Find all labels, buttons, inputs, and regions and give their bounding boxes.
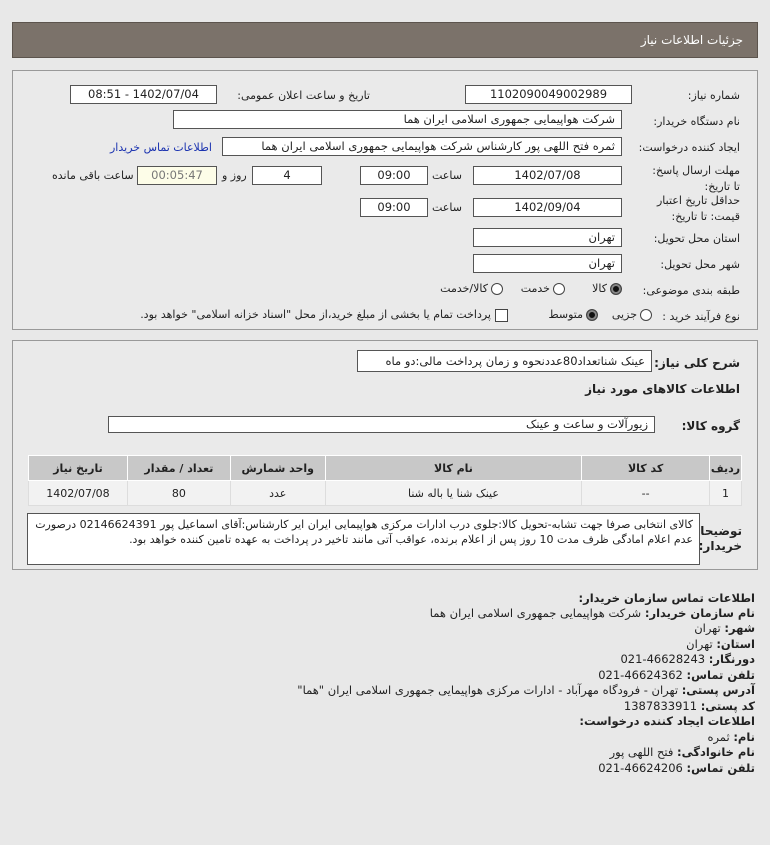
group-label: گروه کالا: — [681, 419, 740, 433]
process-radio-medium[interactable]: متوسط — [548, 308, 598, 321]
summary-field: عینک شناتعداد80عددنحوه و زمان پرداخت مال… — [357, 350, 652, 372]
creator-field: ثمره فتح اللهی پور کارشناس شرکت هواپیمای… — [222, 137, 622, 156]
col-row: ردیف — [709, 455, 742, 481]
creator-name: نام: ثمره — [707, 730, 755, 744]
radio-icon — [640, 309, 652, 321]
page-title: جزئیات اطلاعات نیاز — [640, 33, 743, 47]
col-code: کد کالا — [581, 455, 711, 481]
contact-address: آدرس پستی: تهران - فرودگاه مهرآباد - ادا… — [297, 683, 755, 697]
province-label: استان محل تحویل: — [653, 232, 740, 245]
radio-icon — [553, 283, 565, 295]
group-field: زیورآلات و ساعت و عینک — [108, 416, 655, 433]
reply-deadline-label: مهلت ارسال پاسخ: تا تاریخ: — [652, 164, 740, 193]
cell-qty: 80 — [126, 480, 231, 506]
process-radio-minor[interactable]: جزیی — [612, 308, 652, 321]
contact-org: نام سازمان خریدار: شرکت هواپیمایی جمهوری… — [429, 606, 755, 620]
table-row: 1 -- عینک شنا یا باله شنا عدد 80 1402/07… — [28, 480, 742, 506]
category-radio-both[interactable]: کالا/خدمت — [440, 282, 503, 295]
time-label-2: ساعت — [432, 201, 462, 214]
radio-icon — [491, 283, 503, 295]
contact-fax: دورنگار: 46628243-021 — [620, 652, 755, 666]
contact-heading: اطلاعات تماس سازمان خریدار: — [578, 591, 755, 605]
col-date: تاریخ نیاز — [28, 455, 128, 481]
time-label: ساعت — [432, 169, 462, 182]
desc-field: کالای انتخابی صرفا جهت تشابه-تحویل کالا:… — [27, 513, 700, 565]
col-unit: واحد شمارش — [229, 455, 326, 481]
process-label: نوع فرآیند خرید : — [662, 310, 740, 323]
remaining-label: ساعت باقی مانده — [52, 169, 134, 182]
province-field: تهران — [473, 228, 622, 247]
page-header: جزئیات اطلاعات نیاز — [12, 22, 758, 58]
summary-label: شرح کلی نیاز: — [654, 356, 740, 370]
creator-heading: اطلاعات ایجاد کننده درخواست: — [579, 714, 755, 728]
need-number-field: 1102090049002989 — [465, 85, 632, 104]
buyer-contact-link[interactable]: اطلاعات تماس خریدار — [110, 141, 212, 154]
contact-province: استان: تهران — [686, 637, 755, 651]
desc-label: توضیحات خریدار: — [688, 524, 742, 553]
price-date-field: 1402/09/04 — [473, 198, 622, 217]
radio-icon — [586, 309, 598, 321]
cell-code: -- — [581, 480, 711, 506]
goods-table: ردیف کد کالا نام کالا واحد شمارش تعداد /… — [28, 455, 742, 506]
city-field: تهران — [473, 254, 622, 273]
col-qty: تعداد / مقدار — [126, 455, 231, 481]
goods-heading: اطلاعات کالاهای مورد نیاز — [585, 382, 740, 396]
cell-date: 1402/07/08 — [28, 480, 128, 506]
announce-field: 1402/07/04 - 08:51 — [70, 85, 217, 104]
announce-label: تاریخ و ساعت اعلان عمومی: — [237, 89, 370, 102]
category-label: طبقه بندی موضوعی: — [642, 284, 740, 297]
reply-date-field: 1402/07/08 — [473, 166, 622, 185]
buyer-org-field: شرکت هواپیمایی جمهوری اسلامی ایران هما — [173, 110, 622, 129]
price-time-field: 09:00 — [360, 198, 428, 217]
checkbox-icon — [495, 308, 508, 322]
remaining-time-field: 00:05:47 — [137, 166, 217, 185]
contact-city: شهر: تهران — [694, 621, 755, 635]
reply-time-field: 09:00 — [360, 166, 428, 185]
cell-row: 1 — [709, 480, 742, 506]
need-number-label: شماره نیاز: — [687, 89, 740, 102]
city-label: شهر محل تحویل: — [660, 258, 740, 271]
radio-icon — [610, 283, 622, 295]
price-validity-label: حداقل تاریخ اعتبار قیمت: تا تاریخ: — [656, 194, 740, 223]
cell-name: عینک شنا یا باله شنا — [324, 480, 583, 506]
buyer-org-label: نام دستگاه خریدار: — [653, 115, 740, 128]
category-radio-service[interactable]: خدمت — [521, 282, 565, 295]
days-label: روز و — [222, 169, 247, 182]
category-radio-goods[interactable]: کالا — [592, 282, 622, 295]
table-header-row: ردیف کد کالا نام کالا واحد شمارش تعداد /… — [28, 455, 742, 481]
contact-phone: تلفن تماس: 46624362-021 — [598, 668, 755, 682]
col-name: نام کالا — [324, 455, 583, 481]
cell-unit: عدد — [229, 480, 326, 506]
creator-family: نام خانوادگی: فتح اللهی پور — [609, 745, 755, 759]
contact-postal: کد پستی: 1387833911 — [623, 699, 755, 713]
creator-phone: تلفن تماس: 46624206-021 — [598, 761, 755, 775]
treasury-checkbox[interactable]: پرداخت تمام یا بخشی از مبلغ خرید،از محل … — [140, 308, 508, 322]
days-field: 4 — [252, 166, 322, 185]
creator-label: ایجاد کننده درخواست: — [638, 141, 740, 154]
